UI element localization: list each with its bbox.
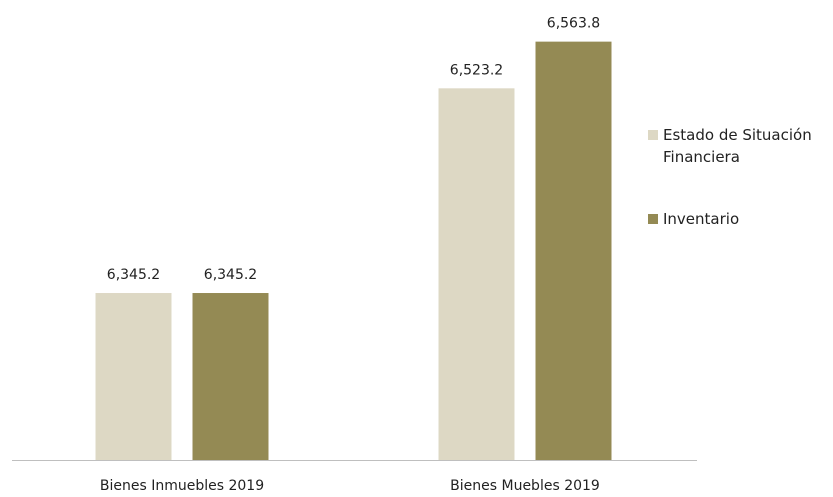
bar [95, 293, 172, 460]
data-label: 6,345.2 [204, 267, 257, 283]
legend-item: Estado de Situación Financiera [648, 124, 828, 168]
data-label: 6,563.8 [547, 16, 600, 32]
legend: Estado de Situación Financiera Inventario [648, 124, 828, 270]
bar [535, 41, 612, 460]
bar [192, 293, 269, 460]
legend-label: Inventario [663, 210, 740, 228]
x-tick-label: Bienes Inmuebles 2019 [100, 478, 264, 494]
legend-item: Inventario [648, 208, 828, 230]
x-tick-label: Bienes Muebles 2019 [450, 478, 600, 494]
legend-swatch [648, 214, 658, 224]
legend-label: Estado de Situación Financiera [663, 126, 812, 166]
data-label: 6,345.2 [107, 267, 160, 283]
bar [438, 88, 515, 460]
data-label: 6,523.2 [450, 62, 503, 78]
legend-swatch [648, 130, 658, 140]
